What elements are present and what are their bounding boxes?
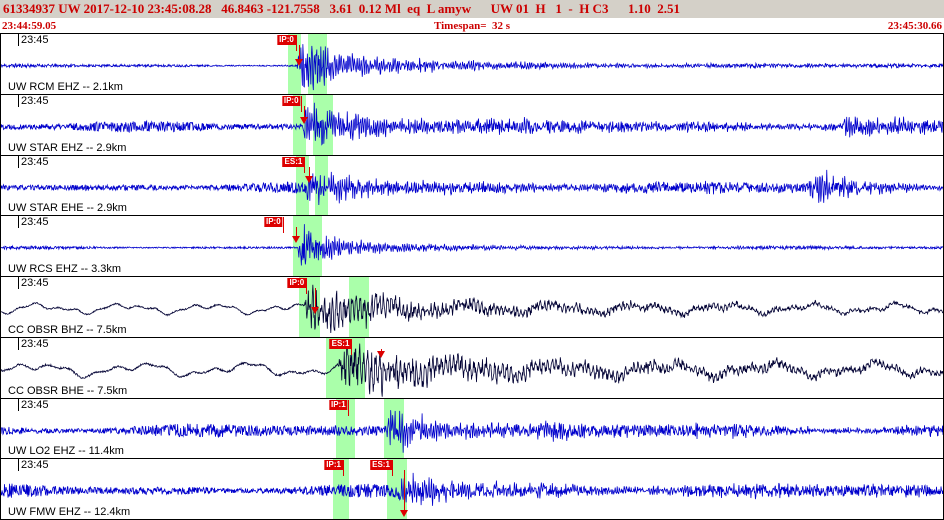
pick-marker-triangle[interactable] [300,117,309,125]
pick-time-line [403,470,405,511]
pick-time-line [296,227,298,236]
pick-flagpole [306,278,308,294]
timespan-label: Timespan= 32 s [433,19,511,32]
pick-flag[interactable]: IP:0 [277,35,296,45]
pick-marker-triangle[interactable] [376,350,385,358]
seismogram-waveform[interactable] [1,34,943,94]
pick-uncertainty-band [314,155,328,216]
station-channel-label: CC OBSR BHZ -- 7.5km [8,323,127,336]
seismogram-waveform[interactable] [1,338,943,398]
pick-flag[interactable]: IP:0 [287,278,307,288]
pick-marker-triangle[interactable] [399,510,408,518]
station-channel-label: CC OBSR BHE -- 7.5km [8,384,128,397]
pick-uncertainty-band [293,94,307,155]
pick-time-line [315,288,317,307]
time-range-bar: 23:44:59.05 Timespan= 32 s 23:45:30.66 [0,18,944,33]
trace-time-label: 23:45 [18,94,49,107]
trace-panel-0[interactable]: IP:0 23:45 UW RCM EHZ -- 2.1km [1,34,943,94]
trace-time-label: 23:45 [18,34,49,46]
trace-panel-7[interactable]: IP:1 ES:1 23:45 UW FMW EHZ -- 12.4km [1,458,943,519]
trace-time-label: 23:45 [18,337,49,350]
trace-panel-6[interactable]: IP:1 23:45 UW LO2 EHZ -- 11.4km [1,397,943,459]
pick-flagpole [304,156,306,173]
pick-uncertainty-band [335,398,355,459]
pick-flagpole [282,217,284,234]
station-channel-label: UW STAR EHE -- 2.9km [8,202,127,215]
pick-flagpole [351,338,353,355]
station-channel-label: UW RCS EHZ -- 3.3km [8,263,122,275]
trace-time-label: 23:45 [18,216,49,229]
pick-time-line [304,105,306,118]
trace-panel-5[interactable]: ES:1 23:45 CC OBSR BHE -- 7.5km [1,336,943,398]
pick-flag[interactable]: IP:1 [324,460,343,471]
seismogram-waveform[interactable] [1,459,943,519]
station-channel-label: UW LO2 EHZ -- 11.4km [8,445,124,458]
pick-flagpole [342,460,344,477]
pick-time-line [299,45,301,60]
trace-panel-3[interactable]: IP:0 23:45 UW RCS EHZ -- 3.3km [1,215,943,276]
seismogram-waveform[interactable] [1,399,943,459]
pick-flag[interactable]: ES:1 [329,338,352,349]
trace-panel-4[interactable]: IP:0 23:45 CC OBSR BHZ -- 7.5km [1,276,943,337]
pick-flagpole [347,399,349,416]
seismogram-waveform[interactable] [1,95,943,155]
trace-area: IP:0 23:45 UW RCM EHZ -- 2.1km IP:0 23:45 UW … [0,33,944,520]
trace-panel-2[interactable]: ES:1 23:45 UW STAR EHE -- 2.9km [1,154,943,216]
station-channel-label: UW RCM EHZ -- 2.1km [8,80,123,93]
pick-marker-triangle[interactable] [292,235,301,243]
pick-flagpole [295,35,297,51]
pick-uncertainty-band [383,398,404,459]
pick-flag[interactable]: ES:1 [370,460,392,471]
pick-flag[interactable]: IP:1 [328,399,348,410]
trace-time-label: 23:45 [18,459,49,472]
seismogram-waveform[interactable] [1,216,943,276]
pick-flag[interactable]: IP:0 [281,95,301,106]
pick-marker-triangle[interactable] [305,176,314,184]
event-summary-bar: 61334937 UW 2017-12-10 23:45:08.28 46.84… [0,0,944,18]
seismogram-waveform[interactable] [1,277,943,337]
pick-marker-triangle[interactable] [295,59,304,67]
pick-time-line [380,348,382,351]
pick-flag[interactable]: IP:0 [263,217,283,228]
trace-time-label: 23:45 [18,398,49,411]
pick-flagpole [300,95,302,112]
pick-flagpole [391,460,393,477]
pick-time-line [309,166,311,177]
trace-time-label: 23:45 [18,155,49,168]
pick-flag[interactable]: ES:1 [282,156,305,167]
trace-time-label: 23:45 [18,277,49,289]
window-start-time: 23:44:59.05 [2,19,57,32]
station-channel-label: UW FMW EHZ -- 12.4km [8,506,131,518]
window-end-time: 23:45:30.66 [887,19,942,32]
trace-panel-1[interactable]: IP:0 23:45 UW STAR EHZ -- 2.9km [1,93,943,155]
station-channel-label: UW STAR EHZ -- 2.9km [8,141,127,154]
seismogram-waveform[interactable] [1,156,943,216]
pick-marker-triangle[interactable] [311,306,320,314]
pick-uncertainty-band [287,34,302,94]
event-summary-text: 61334937 UW 2017-12-10 23:45:08.28 46.84… [3,1,680,16]
